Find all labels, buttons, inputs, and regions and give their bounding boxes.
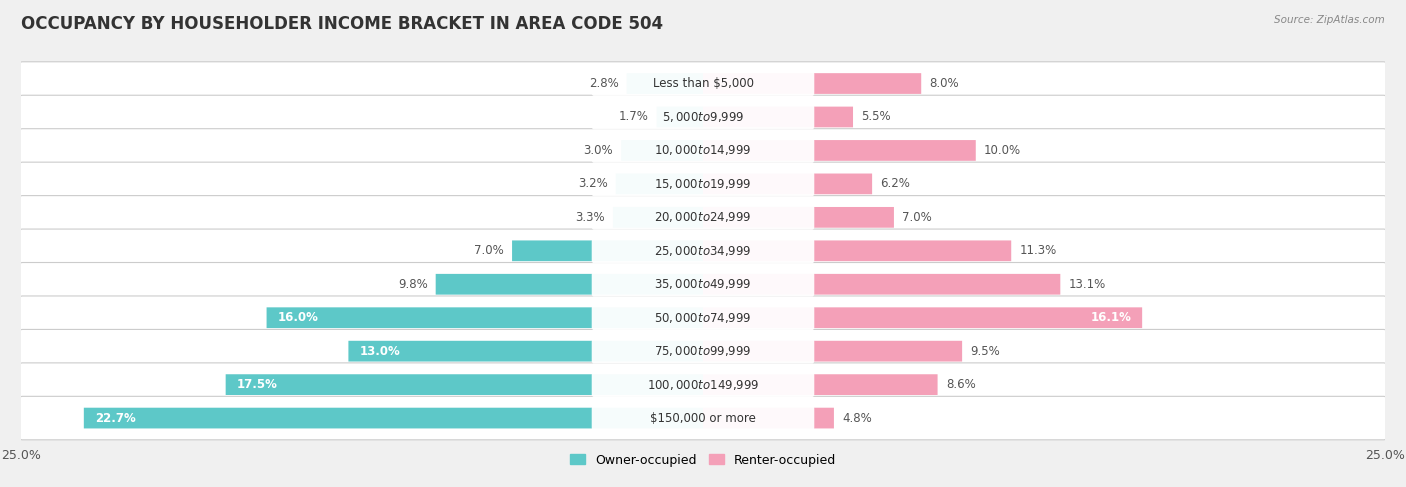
FancyBboxPatch shape	[621, 140, 703, 161]
Text: 16.0%: 16.0%	[277, 311, 318, 324]
Text: 3.3%: 3.3%	[575, 211, 605, 224]
FancyBboxPatch shape	[703, 140, 976, 161]
FancyBboxPatch shape	[703, 173, 872, 194]
FancyBboxPatch shape	[20, 129, 1386, 172]
Text: 6.2%: 6.2%	[880, 177, 910, 190]
FancyBboxPatch shape	[592, 138, 814, 163]
FancyBboxPatch shape	[703, 408, 834, 429]
Text: 10.0%: 10.0%	[984, 144, 1021, 157]
Text: 4.8%: 4.8%	[842, 412, 872, 425]
FancyBboxPatch shape	[592, 105, 814, 130]
Text: 22.7%: 22.7%	[94, 412, 135, 425]
Text: $35,000 to $49,999: $35,000 to $49,999	[654, 277, 752, 291]
FancyBboxPatch shape	[703, 374, 938, 395]
FancyBboxPatch shape	[592, 171, 814, 196]
FancyBboxPatch shape	[20, 396, 1386, 440]
Text: $20,000 to $24,999: $20,000 to $24,999	[654, 210, 752, 225]
Text: 3.2%: 3.2%	[578, 177, 607, 190]
Text: 9.5%: 9.5%	[970, 345, 1000, 357]
Text: 9.8%: 9.8%	[398, 278, 427, 291]
FancyBboxPatch shape	[627, 73, 703, 94]
FancyBboxPatch shape	[267, 307, 703, 328]
Text: 11.3%: 11.3%	[1019, 244, 1057, 257]
FancyBboxPatch shape	[84, 408, 703, 429]
FancyBboxPatch shape	[20, 62, 1386, 105]
FancyBboxPatch shape	[657, 107, 703, 128]
FancyBboxPatch shape	[592, 205, 814, 230]
Text: 1.7%: 1.7%	[619, 111, 648, 124]
FancyBboxPatch shape	[703, 307, 1142, 328]
FancyBboxPatch shape	[20, 162, 1386, 206]
FancyBboxPatch shape	[436, 274, 703, 295]
FancyBboxPatch shape	[703, 341, 962, 361]
FancyBboxPatch shape	[592, 305, 814, 330]
Text: $100,000 to $149,999: $100,000 to $149,999	[647, 377, 759, 392]
Text: 7.0%: 7.0%	[474, 244, 503, 257]
FancyBboxPatch shape	[20, 296, 1386, 339]
FancyBboxPatch shape	[703, 73, 921, 94]
FancyBboxPatch shape	[20, 363, 1386, 406]
Text: Less than $5,000: Less than $5,000	[652, 77, 754, 90]
Legend: Owner-occupied, Renter-occupied: Owner-occupied, Renter-occupied	[565, 449, 841, 471]
Text: $15,000 to $19,999: $15,000 to $19,999	[654, 177, 752, 191]
FancyBboxPatch shape	[592, 239, 814, 263]
FancyBboxPatch shape	[592, 71, 814, 96]
FancyBboxPatch shape	[703, 274, 1060, 295]
Text: 16.1%: 16.1%	[1091, 311, 1132, 324]
Text: 2.8%: 2.8%	[589, 77, 619, 90]
Text: OCCUPANCY BY HOUSEHOLDER INCOME BRACKET IN AREA CODE 504: OCCUPANCY BY HOUSEHOLDER INCOME BRACKET …	[21, 15, 664, 33]
Text: 17.5%: 17.5%	[236, 378, 277, 391]
FancyBboxPatch shape	[20, 196, 1386, 239]
Text: $75,000 to $99,999: $75,000 to $99,999	[654, 344, 752, 358]
FancyBboxPatch shape	[349, 341, 703, 361]
Text: 8.6%: 8.6%	[946, 378, 976, 391]
Text: 13.1%: 13.1%	[1069, 278, 1105, 291]
FancyBboxPatch shape	[20, 262, 1386, 306]
FancyBboxPatch shape	[20, 229, 1386, 273]
Text: $5,000 to $9,999: $5,000 to $9,999	[662, 110, 744, 124]
Text: 5.5%: 5.5%	[862, 111, 891, 124]
FancyBboxPatch shape	[703, 107, 853, 128]
FancyBboxPatch shape	[616, 173, 703, 194]
FancyBboxPatch shape	[20, 95, 1386, 139]
FancyBboxPatch shape	[226, 374, 703, 395]
Text: 3.0%: 3.0%	[583, 144, 613, 157]
Text: 13.0%: 13.0%	[360, 345, 401, 357]
FancyBboxPatch shape	[592, 339, 814, 364]
FancyBboxPatch shape	[512, 241, 703, 261]
Text: $150,000 or more: $150,000 or more	[650, 412, 756, 425]
FancyBboxPatch shape	[592, 372, 814, 397]
Text: 8.0%: 8.0%	[929, 77, 959, 90]
Text: 7.0%: 7.0%	[903, 211, 932, 224]
Text: $10,000 to $14,999: $10,000 to $14,999	[654, 144, 752, 157]
FancyBboxPatch shape	[592, 406, 814, 431]
Text: Source: ZipAtlas.com: Source: ZipAtlas.com	[1274, 15, 1385, 25]
FancyBboxPatch shape	[703, 207, 894, 228]
FancyBboxPatch shape	[613, 207, 703, 228]
Text: $50,000 to $74,999: $50,000 to $74,999	[654, 311, 752, 325]
FancyBboxPatch shape	[20, 329, 1386, 373]
Text: $25,000 to $34,999: $25,000 to $34,999	[654, 244, 752, 258]
FancyBboxPatch shape	[592, 272, 814, 297]
FancyBboxPatch shape	[703, 241, 1011, 261]
